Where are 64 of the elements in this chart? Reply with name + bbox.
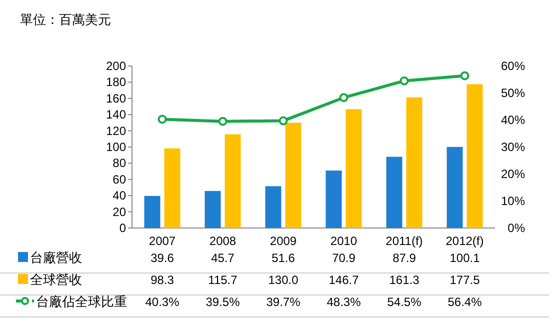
bar <box>224 134 241 228</box>
bar <box>265 186 282 228</box>
y2-tick-label: 0% <box>508 221 526 235</box>
data-label: 48.3% <box>326 295 362 309</box>
data-label: 98.3 <box>150 273 174 287</box>
bar <box>326 170 342 228</box>
bar <box>346 109 362 228</box>
data-label: 146.7 <box>328 273 360 287</box>
y2-tick-label: 60% <box>500 59 526 73</box>
y-tick-label: 140 <box>106 108 126 122</box>
data-label: 161.3 <box>389 273 420 287</box>
y-tick-label: 160 <box>106 91 126 106</box>
y-tick-label: 180 <box>106 75 126 90</box>
bar <box>285 122 302 228</box>
x-tick-label: 2011(f) <box>386 234 423 248</box>
bar <box>386 156 402 228</box>
x-tick-label: 2008 <box>209 234 236 248</box>
y-tick-label: 100 <box>106 140 126 154</box>
data-label: 54.5% <box>387 295 422 309</box>
data-label: 87.9 <box>392 251 416 265</box>
y2-tick-label: 20% <box>500 167 526 181</box>
data-label: 70.9 <box>332 251 356 265</box>
point <box>158 114 167 124</box>
data-label: 51.6 <box>272 251 296 265</box>
data-label: 39.6 <box>150 251 174 265</box>
legend-label: 全球營收 <box>30 272 82 287</box>
data-label: 100.1 <box>450 251 480 265</box>
point <box>218 116 228 126</box>
y-tick-label: 200 <box>106 59 126 73</box>
data-label: 45.7 <box>211 251 235 265</box>
data-label: 177.5 <box>450 273 480 287</box>
point <box>400 76 409 86</box>
bar <box>446 146 463 228</box>
y2-tick-label: 50% <box>500 86 526 100</box>
x-tick-label: 2007 <box>148 234 176 248</box>
legend-label: 台廠佔全球比重 <box>36 294 127 309</box>
y2-tick-label: 40% <box>500 113 526 127</box>
bar <box>406 97 422 228</box>
y-tick-label: 40 <box>112 188 126 203</box>
text: 單位：百萬美元 <box>20 12 111 27</box>
x-tick-label: 2009 <box>270 234 297 248</box>
point <box>339 93 348 102</box>
x-tick-label: 2010 <box>330 234 358 248</box>
data-label: 130.0 <box>268 273 299 287</box>
bar <box>466 84 483 228</box>
legend-label: 台廠營收 <box>30 250 82 265</box>
y-tick-label: 20 <box>112 204 126 219</box>
x-tick-label: 2012(f) <box>446 234 484 248</box>
bar <box>204 190 221 228</box>
bar <box>164 148 180 228</box>
y2-tick-label: 10% <box>500 194 526 208</box>
y-tick-label: 0 <box>119 221 126 235</box>
point <box>278 116 288 126</box>
y-tick-label: 120 <box>106 124 126 138</box>
data-label: 56.4% <box>448 295 482 309</box>
y-tick-label: 60 <box>112 172 126 186</box>
data-label: 40.3% <box>145 295 180 309</box>
data-label: 115.7 <box>208 273 238 287</box>
point <box>460 71 470 80</box>
bar <box>144 196 160 228</box>
data-label: 39.5% <box>206 295 240 309</box>
y-tick-label: 80 <box>112 156 126 170</box>
y2-tick-label: 30% <box>500 140 526 154</box>
data-label: 39.7% <box>266 295 301 309</box>
